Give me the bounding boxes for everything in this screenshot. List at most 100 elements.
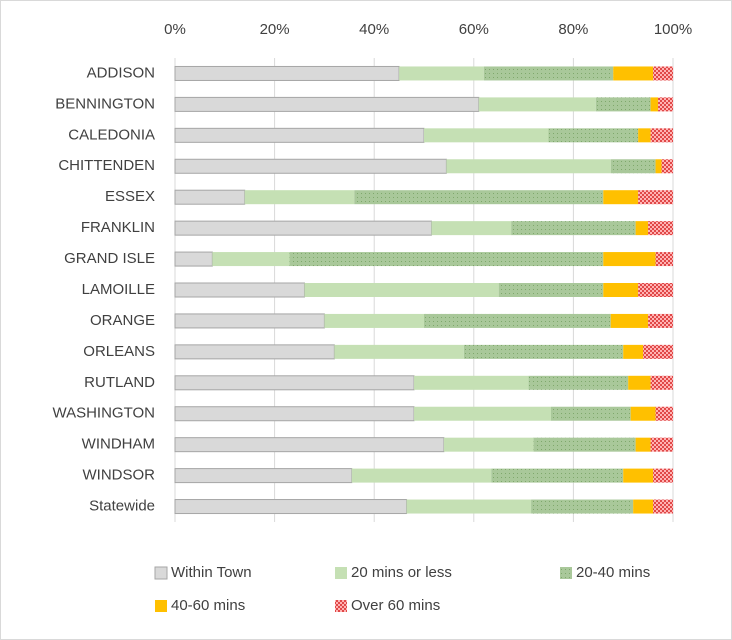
bar-segment <box>399 66 484 81</box>
bar-segment <box>655 252 673 267</box>
bar-segment <box>483 66 614 81</box>
y-tick-label: CHITTENDEN <box>58 157 155 174</box>
bar-segment <box>431 221 512 236</box>
bar-segment <box>174 65 400 81</box>
bar-segment <box>638 190 673 205</box>
bar-segment <box>635 437 651 452</box>
bar-segment <box>613 66 654 81</box>
y-tick-label: CALEDONIA <box>68 126 155 143</box>
bar-segment <box>478 97 596 112</box>
y-tick-label: RUTLAND <box>84 374 155 391</box>
bar-segment <box>174 282 305 298</box>
x-tick-label: 100% <box>654 21 692 38</box>
bar-segment <box>648 221 673 236</box>
y-tick-label: ORLEANS <box>83 343 155 360</box>
bar-segment <box>655 406 673 421</box>
bar-segment <box>174 127 425 143</box>
y-tick-label: ADDISON <box>87 64 155 81</box>
y-tick-label: LAMOILLE <box>82 281 155 298</box>
bar-segment <box>304 283 499 297</box>
bar-segment <box>650 437 673 452</box>
y-tick-label: FRANKLIN <box>81 219 155 236</box>
bar-segment <box>289 252 604 267</box>
x-tick-label: 20% <box>260 21 290 38</box>
bar-segment <box>446 159 611 174</box>
bar-segment <box>174 313 325 329</box>
x-tick-label: 0% <box>164 21 186 38</box>
y-tick-label: BENNINGTON <box>55 95 155 112</box>
bar-segment <box>603 252 656 267</box>
bar-segment <box>623 344 644 359</box>
bar-segment <box>463 344 624 359</box>
legend-swatch <box>154 566 168 580</box>
bar-segment <box>610 313 649 328</box>
bar-segment <box>623 468 654 483</box>
legend-swatch <box>155 600 167 612</box>
bar-segment <box>595 97 651 112</box>
bar-segment <box>603 190 639 205</box>
bar-segment <box>653 499 673 514</box>
y-tick-label: WINDHAM <box>82 436 155 453</box>
bar-segment <box>610 159 656 174</box>
bar-segment <box>528 375 629 390</box>
y-tick-label: GRAND ISLE <box>64 250 155 267</box>
bar-segment <box>655 159 662 174</box>
bar-segment <box>174 251 213 267</box>
bar-segment <box>511 221 636 236</box>
bar-segment <box>643 344 673 359</box>
bar-segment <box>354 190 604 205</box>
bar-segment <box>638 283 673 297</box>
bar-segment <box>653 66 673 81</box>
bar-segment <box>650 97 659 112</box>
bar-segment <box>324 313 424 328</box>
bar-segment <box>334 344 464 359</box>
bar-segment <box>653 468 673 483</box>
bar-segment <box>491 468 624 483</box>
bar-segment <box>174 437 445 453</box>
bar-segment <box>531 499 634 514</box>
bar-segment <box>406 499 532 514</box>
legend-swatch <box>335 600 347 612</box>
legend-swatch <box>335 567 347 579</box>
bar-segment <box>650 375 673 390</box>
x-tick-label: 80% <box>558 21 588 38</box>
bar-segment <box>661 159 673 174</box>
bar-segment <box>548 128 639 143</box>
y-tick-label: WASHINGTON <box>52 405 155 422</box>
bar-segment <box>174 406 415 422</box>
bar-segment <box>174 375 415 391</box>
bar-segment <box>174 468 353 484</box>
bar-segment <box>650 128 673 143</box>
bar-segment <box>174 189 246 205</box>
legend-label: Over 60 mins <box>351 597 440 614</box>
x-tick-label: 60% <box>459 21 489 38</box>
y-tick-label: ESSEX <box>105 188 155 205</box>
bar-segment <box>424 313 611 328</box>
bar-segment <box>635 221 649 236</box>
legend-label: 40-60 mins <box>171 597 245 614</box>
bar-segment <box>658 97 673 112</box>
bar-segment <box>628 375 651 390</box>
bar-segment <box>244 190 355 205</box>
bar-segment <box>648 313 673 328</box>
bar-segment <box>443 437 534 452</box>
y-tick-label: WINDSOR <box>83 467 156 484</box>
bar-segment <box>174 344 335 360</box>
y-tick-label: ORANGE <box>90 312 155 329</box>
legend-label: 20 mins or less <box>351 564 452 581</box>
bar-segment <box>424 128 549 143</box>
bar-segment <box>550 406 631 421</box>
bar-segment <box>638 128 651 143</box>
bar-segment <box>630 406 656 421</box>
bar-segment <box>414 406 551 421</box>
bar-segment <box>212 252 290 267</box>
bar-segment <box>414 375 529 390</box>
bar-segment <box>174 158 447 174</box>
bar-segment <box>351 468 492 483</box>
bar-segment <box>174 96 480 112</box>
bar-segment <box>174 499 408 515</box>
legend-label: 20-40 mins <box>576 564 650 581</box>
bar-segment <box>533 437 636 452</box>
x-tick-label: 40% <box>359 21 389 38</box>
